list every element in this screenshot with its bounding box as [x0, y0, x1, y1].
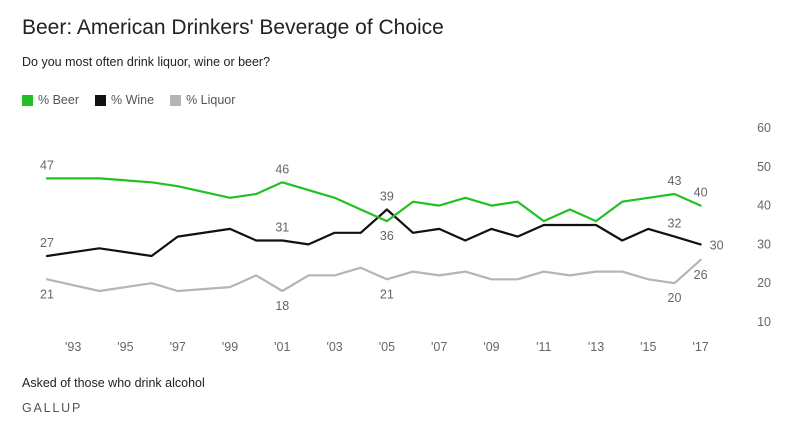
- legend-label-wine: % Wine: [111, 93, 155, 107]
- data-label-beer: 46: [275, 162, 289, 176]
- data-label-beer: 40: [694, 186, 708, 200]
- legend-swatch-liquor: [170, 94, 182, 106]
- legend-swatch-wine: [95, 94, 106, 106]
- y-tick-label: 40: [757, 199, 771, 213]
- x-tick-label: '99: [222, 340, 238, 354]
- legend-item-wine: % Wine: [95, 93, 154, 107]
- y-tick-label: 20: [757, 276, 771, 290]
- x-tick-label: '07: [431, 340, 447, 354]
- y-tick-label: 50: [757, 160, 771, 174]
- legend-swatch-beer: [22, 94, 33, 106]
- x-tick-label: '11: [536, 340, 551, 354]
- x-tick-label: '13: [588, 340, 604, 354]
- data-label-beer: 36: [380, 229, 394, 243]
- data-label-beer: 43: [668, 174, 682, 188]
- data-label-wine: 27: [40, 236, 54, 250]
- x-tick-label: '93: [65, 340, 81, 354]
- y-tick-label: 10: [757, 315, 771, 329]
- legend-label-beer: % Beer: [38, 93, 79, 107]
- series-line-wine: [45, 208, 702, 258]
- x-tick-label: '01: [274, 340, 290, 354]
- chart-legend: % Beer % Wine % Liquor: [22, 93, 235, 107]
- chart-footnote: Asked of those who drink alcohol: [22, 376, 205, 390]
- data-label-wine: 32: [668, 217, 682, 231]
- data-label-liquor: 26: [694, 268, 708, 282]
- y-tick-label: 60: [757, 121, 771, 135]
- x-tick-label: '03: [326, 340, 342, 354]
- series-line-liquor: [45, 258, 702, 293]
- data-label-wine: 39: [380, 189, 394, 203]
- x-tick-label: '05: [379, 340, 395, 354]
- data-label-liquor: 21: [380, 287, 394, 301]
- source-label: GALLUP: [22, 401, 83, 415]
- y-tick-label: 30: [757, 237, 771, 251]
- chart-subtitle: Do you most often drink liquor, wine or …: [22, 55, 271, 69]
- data-label-liquor: 18: [275, 299, 289, 313]
- data-label-wine: 31: [275, 221, 289, 235]
- x-tick-label: '09: [483, 340, 499, 354]
- data-label-beer: 47: [40, 158, 54, 172]
- x-tick-label: '17: [692, 340, 708, 354]
- legend-item-beer: % Beer: [22, 93, 79, 107]
- data-label-wine: 30: [710, 238, 724, 252]
- data-label-liquor: 20: [668, 291, 682, 305]
- x-tick-label: '15: [640, 340, 656, 354]
- series-line-beer: [45, 177, 702, 223]
- data-label-liquor: 21: [40, 287, 54, 301]
- chart-title: Beer: American Drinkers' Beverage of Cho…: [22, 16, 444, 39]
- legend-label-liquor: % Liquor: [186, 93, 236, 107]
- legend-item-liquor: % Liquor: [170, 93, 235, 107]
- x-tick-label: '95: [117, 340, 133, 354]
- x-tick-label: '97: [170, 340, 186, 354]
